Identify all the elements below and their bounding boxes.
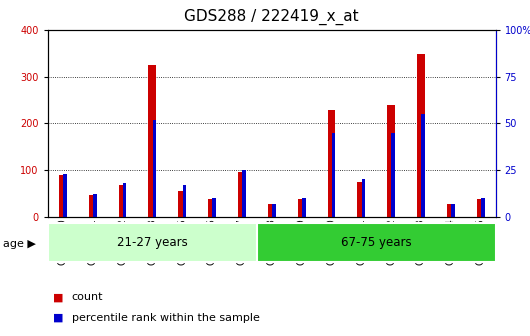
Bar — [89, 195, 96, 217]
Text: GDS288 / 222419_x_at: GDS288 / 222419_x_at — [184, 8, 359, 25]
Bar — [182, 185, 186, 217]
Text: count: count — [72, 292, 103, 302]
Bar — [257, 223, 496, 262]
Bar — [238, 172, 245, 217]
Bar — [48, 223, 257, 262]
Text: percentile rank within the sample: percentile rank within the sample — [72, 312, 259, 323]
Bar — [93, 194, 96, 217]
Bar — [298, 199, 305, 217]
Bar — [421, 114, 425, 217]
Bar — [272, 204, 276, 217]
Bar — [119, 185, 126, 217]
Text: ■: ■ — [53, 312, 64, 323]
Bar — [123, 183, 126, 217]
Bar — [178, 191, 186, 217]
Bar — [361, 179, 365, 217]
Bar — [153, 120, 156, 217]
Bar — [328, 111, 335, 217]
Bar — [63, 174, 67, 217]
Text: age ▶: age ▶ — [3, 239, 36, 249]
Bar — [477, 199, 484, 217]
Bar — [208, 199, 216, 217]
Bar — [302, 198, 305, 217]
Bar — [357, 182, 365, 217]
Bar — [387, 105, 395, 217]
Bar — [59, 175, 66, 217]
Text: ■: ■ — [53, 292, 64, 302]
Bar — [332, 133, 335, 217]
Bar — [417, 54, 425, 217]
Bar — [392, 133, 395, 217]
Bar — [148, 65, 156, 217]
Bar — [268, 204, 276, 217]
Text: 21-27 years: 21-27 years — [117, 236, 188, 249]
Bar — [481, 198, 484, 217]
Bar — [242, 170, 246, 217]
Text: 67-75 years: 67-75 years — [341, 236, 411, 249]
Bar — [451, 204, 455, 217]
Bar — [213, 198, 216, 217]
Bar — [447, 204, 455, 217]
